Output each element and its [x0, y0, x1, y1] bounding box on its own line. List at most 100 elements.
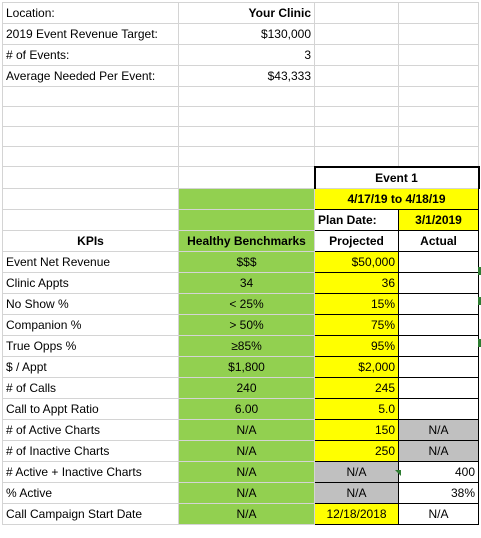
plan-date-label[interactable]: Plan Date: — [314, 208, 399, 231]
empty-cell[interactable] — [314, 146, 399, 167]
benchmark-cell[interactable]: N/A — [178, 418, 315, 441]
benchmark-cell[interactable]: $1,800 — [178, 355, 315, 378]
empty-cell[interactable] — [178, 166, 315, 189]
kpi-label[interactable]: Clinic Appts — [2, 271, 179, 294]
kpi-label[interactable]: Companion % — [2, 313, 179, 336]
kpi-label[interactable]: Call to Appt Ratio — [2, 397, 179, 420]
benchmark-cell[interactable]: 6.00 — [178, 397, 315, 420]
empty-cell[interactable] — [398, 126, 479, 147]
average-label[interactable]: Average Needed Per Event: — [2, 65, 179, 87]
kpi-label[interactable]: % Active — [2, 481, 179, 504]
empty-cell[interactable] — [314, 106, 399, 127]
plan-date-value[interactable]: 3/1/2019 — [398, 208, 479, 231]
projected-cell[interactable]: 95% — [314, 334, 399, 357]
empty-cell[interactable] — [2, 166, 179, 189]
benchmark-cell[interactable]: N/A — [178, 502, 315, 525]
empty-cell[interactable] — [398, 106, 479, 127]
benchmark-cell[interactable]: > 50% — [178, 313, 315, 336]
target-label[interactable]: 2019 Event Revenue Target: — [2, 23, 179, 45]
actual-cell[interactable] — [398, 292, 479, 315]
empty-cell[interactable] — [398, 65, 479, 87]
event-dates[interactable]: 4/17/19 to 4/18/19 — [314, 187, 479, 210]
benchmark-cell[interactable]: $$$ — [178, 250, 315, 273]
actual-cell[interactable] — [398, 334, 479, 357]
projected-cell[interactable]: 12/18/2018 — [314, 502, 399, 525]
empty-cell[interactable] — [398, 86, 479, 107]
kpi-label[interactable]: # Active + Inactive Charts — [2, 460, 179, 483]
empty-cell[interactable] — [2, 106, 179, 127]
benchmark-header-fill[interactable] — [178, 187, 315, 210]
empty-cell[interactable] — [398, 44, 479, 66]
benchmark-cell[interactable]: 240 — [178, 376, 315, 399]
empty-cell[interactable] — [314, 126, 399, 147]
empty-cell[interactable] — [398, 23, 479, 45]
actual-cell[interactable] — [398, 250, 479, 273]
empty-cell[interactable] — [2, 208, 179, 231]
projected-cell[interactable]: 75% — [314, 313, 399, 336]
projected-cell[interactable]: 150 — [314, 418, 399, 441]
kpis-header[interactable]: KPIs — [2, 229, 179, 252]
empty-cell[interactable] — [178, 126, 315, 147]
empty-cell[interactable] — [398, 2, 479, 24]
events-label[interactable]: # of Events: — [2, 44, 179, 66]
actual-header[interactable]: Actual — [398, 229, 479, 252]
kpi-label[interactable]: # of Calls — [2, 376, 179, 399]
empty-cell[interactable] — [2, 126, 179, 147]
projected-cell[interactable]: 15% — [314, 292, 399, 315]
benchmark-cell[interactable]: N/A — [178, 481, 315, 504]
actual-cell[interactable] — [398, 313, 479, 336]
actual-cell[interactable]: 400 — [398, 460, 479, 483]
projected-cell[interactable]: N/A — [314, 481, 399, 504]
actual-cell[interactable]: N/A — [398, 418, 479, 441]
benchmark-cell[interactable]: < 25% — [178, 292, 315, 315]
projected-cell[interactable]: N/A — [314, 460, 399, 483]
benchmark-cell[interactable]: N/A — [178, 460, 315, 483]
benchmark-cell[interactable]: ≥85% — [178, 334, 315, 357]
projected-cell[interactable]: 36 — [314, 271, 399, 294]
kpi-label[interactable]: # of Inactive Charts — [2, 439, 179, 462]
kpi-label[interactable]: True Opps % — [2, 334, 179, 357]
empty-cell[interactable] — [178, 86, 315, 107]
empty-cell[interactable] — [2, 146, 179, 167]
actual-cell[interactable] — [398, 355, 479, 378]
kpi-label[interactable]: Call Campaign Start Date — [2, 502, 179, 525]
empty-cell[interactable] — [2, 86, 179, 107]
empty-cell[interactable] — [314, 44, 399, 66]
kpi-label[interactable]: No Show % — [2, 292, 179, 315]
benchmark-cell[interactable]: N/A — [178, 439, 315, 462]
event-title[interactable]: Event 1 — [313, 165, 480, 189]
empty-cell[interactable] — [2, 187, 179, 210]
projected-header[interactable]: Projected — [314, 229, 399, 252]
actual-cell[interactable] — [398, 271, 479, 294]
actual-cell[interactable] — [398, 376, 479, 399]
empty-cell[interactable] — [398, 146, 479, 167]
events-value[interactable]: 3 — [178, 44, 315, 66]
projected-cell[interactable]: 245 — [314, 376, 399, 399]
empty-cell[interactable] — [178, 146, 315, 167]
average-value[interactable]: $43,333 — [178, 65, 315, 87]
projected-cell[interactable]: $2,000 — [314, 355, 399, 378]
table-row: # of Active Charts N/A 150 N/A — [2, 418, 479, 441]
empty-cell[interactable] — [178, 106, 315, 127]
target-value[interactable]: $130,000 — [178, 23, 315, 45]
empty-cell[interactable] — [314, 2, 399, 24]
actual-cell[interactable]: 38% — [398, 481, 479, 504]
benchmark-header-fill[interactable] — [178, 208, 315, 231]
benchmarks-header[interactable]: Healthy Benchmarks — [178, 229, 315, 252]
location-label[interactable]: Location: — [2, 2, 179, 24]
projected-cell[interactable]: $50,000 — [314, 250, 399, 273]
empty-cell[interactable] — [314, 65, 399, 87]
actual-cell[interactable]: N/A — [398, 439, 479, 462]
projected-cell[interactable]: 250 — [314, 439, 399, 462]
projected-cell[interactable]: 5.0 — [314, 397, 399, 420]
benchmark-cell[interactable]: 34 — [178, 271, 315, 294]
row-average: Average Needed Per Event: $43,333 — [2, 65, 479, 87]
kpi-label[interactable]: Event Net Revenue — [2, 250, 179, 273]
empty-cell[interactable] — [314, 23, 399, 45]
empty-cell[interactable] — [314, 86, 399, 107]
actual-cell[interactable]: N/A — [398, 502, 479, 525]
kpi-label[interactable]: $ / Appt — [2, 355, 179, 378]
location-value[interactable]: Your Clinic — [178, 2, 315, 24]
kpi-label[interactable]: # of Active Charts — [2, 418, 179, 441]
actual-cell[interactable] — [398, 397, 479, 420]
